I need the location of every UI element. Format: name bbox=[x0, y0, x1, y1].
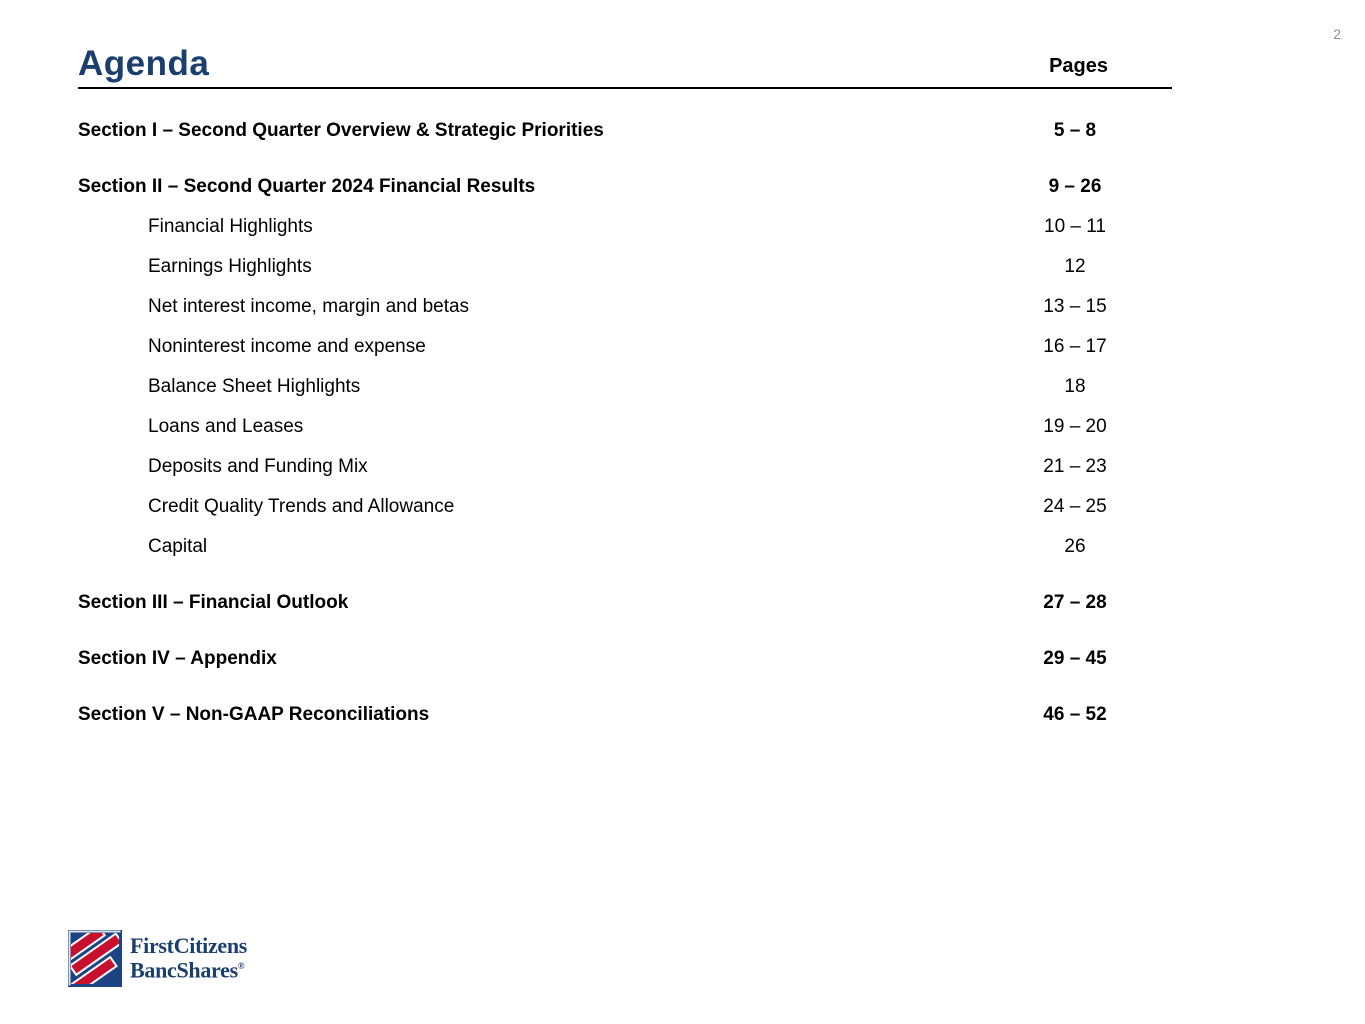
toc-section-row: Section II – Second Quarter 2024 Financi… bbox=[0, 167, 1365, 207]
toc-list: Section I – Second Quarter Overview & St… bbox=[0, 111, 1365, 735]
toc-section-row: Section I – Second Quarter Overview & St… bbox=[0, 111, 1365, 151]
toc-item-pages: 5 – 8 bbox=[1053, 120, 1097, 141]
toc-item-pages: 46 – 52 bbox=[1043, 704, 1107, 725]
toc-sub-row: Balance Sheet Highlights 18 bbox=[0, 367, 1365, 407]
toc-item-label: Loans and Leases bbox=[148, 416, 304, 437]
toc-item-pages: 16 – 17 bbox=[1043, 336, 1107, 357]
toc-item-label: Earnings Highlights bbox=[148, 256, 312, 277]
logo-line2: BancShares® bbox=[130, 957, 245, 983]
toc-section-row: Section IV – Appendix 29 – 45 bbox=[0, 639, 1365, 679]
toc-sub-row: Loans and Leases 19 – 20 bbox=[0, 407, 1365, 447]
slide-page-number: 2 bbox=[1333, 26, 1341, 42]
toc-item-pages: 29 – 45 bbox=[1043, 648, 1107, 669]
toc-sub-row: Deposits and Funding Mix 21 – 23 bbox=[0, 447, 1365, 487]
toc-section-row: Section V – Non-GAAP Reconciliations 46 –… bbox=[0, 695, 1365, 735]
toc-item-pages: 26 bbox=[1064, 536, 1086, 557]
company-logo-text: FirstCitizens BancShares® bbox=[130, 933, 248, 983]
toc-item-pages: 27 – 28 bbox=[1043, 592, 1107, 613]
toc-item-pages: 10 – 11 bbox=[1044, 216, 1106, 237]
page-title: Agenda bbox=[78, 44, 210, 83]
toc-sub-row: Noninterest income and expense 16 – 17 bbox=[0, 327, 1365, 367]
toc-sub-row: Capital 26 bbox=[0, 527, 1365, 567]
toc-section-row: Section III – Financial Outlook 27 – 28 bbox=[0, 583, 1365, 623]
toc-item-label: Net interest income, margin and betas bbox=[148, 296, 470, 317]
toc-item-label: Section III – Financial Outlook bbox=[78, 592, 349, 613]
logo-line1: FirstCitizens bbox=[130, 933, 248, 959]
toc-item-pages: 21 – 23 bbox=[1043, 456, 1107, 477]
slide-header: Agenda Pages bbox=[78, 46, 1172, 89]
toc-item-label: Financial Highlights bbox=[148, 216, 313, 237]
toc-item-pages: 18 bbox=[1064, 376, 1086, 397]
toc-sub-row: Earnings Highlights 12 bbox=[0, 247, 1365, 287]
toc-sub-row: Credit Quality Trends and Allowance 24 – … bbox=[0, 487, 1365, 527]
toc-item-label: Section I – Second Quarter Overview & St… bbox=[78, 120, 604, 141]
toc-item-label: Section IV – Appendix bbox=[78, 648, 277, 669]
toc-item-pages: 9 – 26 bbox=[1048, 176, 1102, 197]
pages-column-header: Pages bbox=[1049, 55, 1108, 77]
company-logo: FirstCitizens BancShares® bbox=[68, 930, 247, 987]
toc-item-label: Capital bbox=[148, 536, 208, 557]
registered-mark: ® bbox=[237, 961, 245, 972]
toc-item-label: Deposits and Funding Mix bbox=[148, 456, 368, 477]
toc-sub-row: Financial Highlights 10 – 11 bbox=[0, 207, 1365, 247]
toc-item-label: Section V – Non-GAAP Reconciliations bbox=[78, 704, 430, 725]
toc-item-pages: 19 – 20 bbox=[1043, 416, 1107, 437]
toc-item-label: Credit Quality Trends and Allowance bbox=[148, 496, 455, 517]
toc-item-label: Section II – Second Quarter 2024 Financi… bbox=[78, 176, 536, 197]
first-citizens-logo-icon bbox=[68, 930, 122, 987]
toc-sub-row: Net interest income, margin and betas 13 … bbox=[0, 287, 1365, 327]
toc-item-label: Balance Sheet Highlights bbox=[148, 376, 361, 397]
toc-item-pages: 12 bbox=[1064, 256, 1086, 277]
toc-item-pages: 13 – 15 bbox=[1043, 296, 1107, 317]
toc-item-pages: 24 – 25 bbox=[1043, 496, 1107, 517]
toc-item-label: Noninterest income and expense bbox=[148, 336, 426, 357]
